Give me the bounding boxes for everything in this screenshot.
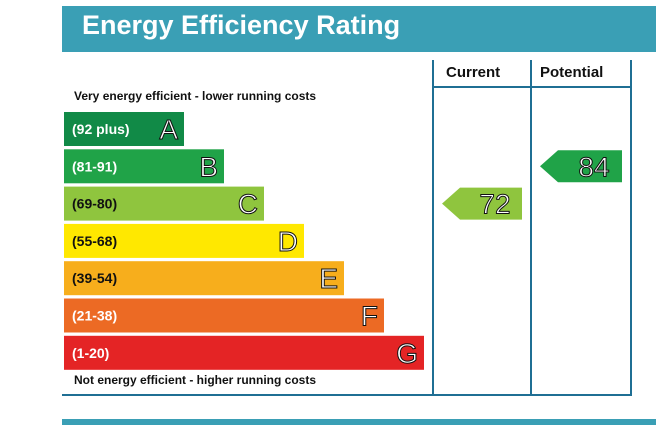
band-letter-b: B bbox=[199, 151, 218, 182]
band-letter-e: E bbox=[319, 263, 338, 294]
header-underline bbox=[432, 86, 632, 88]
band-bar-a bbox=[64, 112, 184, 146]
band-bar-f bbox=[64, 298, 384, 333]
current-rating-value: 72 bbox=[479, 189, 510, 220]
bottom-note: Not energy efficient - higher running co… bbox=[74, 373, 317, 387]
band-range-e: (39-54) bbox=[72, 270, 117, 286]
frame-line-middle bbox=[530, 60, 532, 396]
band-letter-f: F bbox=[361, 301, 378, 332]
band-bar-g bbox=[64, 335, 424, 370]
chart-title: Energy Efficiency Rating bbox=[82, 10, 401, 40]
band-range-f: (21-38) bbox=[72, 308, 117, 324]
band-bar-d bbox=[64, 223, 304, 258]
frame-line-right bbox=[630, 60, 632, 396]
band-range-c: (69-80) bbox=[72, 196, 117, 212]
potential-rating-arrow bbox=[540, 150, 622, 183]
band-bar-e bbox=[64, 261, 344, 296]
band-letter-g: G bbox=[396, 338, 418, 369]
bottom-bar bbox=[62, 419, 656, 425]
band-bar-c bbox=[64, 186, 264, 221]
band-range-d: (55-68) bbox=[72, 233, 117, 249]
potential-rating-value: 84 bbox=[578, 151, 609, 182]
band-letter-d: D bbox=[278, 226, 298, 257]
bottom-rule bbox=[62, 394, 632, 396]
band-range-b: (81-91) bbox=[72, 158, 117, 174]
frame-line-left bbox=[432, 60, 434, 396]
band-letter-a: A bbox=[159, 114, 178, 145]
band-range-g: (1-20) bbox=[72, 345, 109, 361]
title-bar bbox=[62, 6, 656, 52]
band-letter-c: C bbox=[238, 189, 258, 220]
current-rating-arrow bbox=[442, 187, 522, 220]
current-header: Current bbox=[446, 64, 501, 81]
band-bar-b bbox=[64, 149, 224, 184]
top-note: Very energy efficient - lower running co… bbox=[74, 89, 317, 103]
band-range-a: (92 plus) bbox=[72, 121, 130, 137]
potential-header: Potential bbox=[540, 64, 604, 81]
